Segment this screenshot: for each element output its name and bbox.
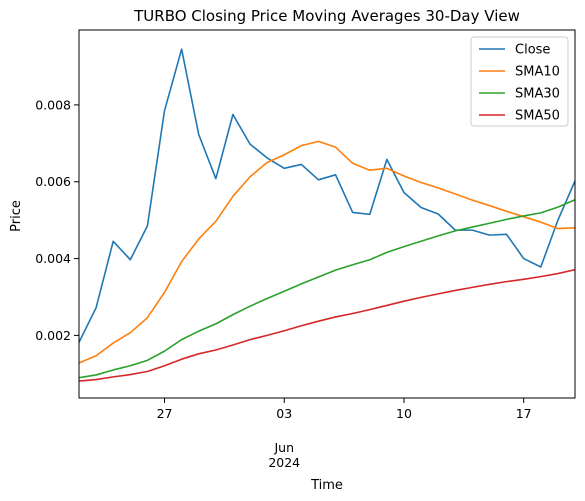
y-tick-label: 0.008 (35, 97, 71, 112)
x-axis-label: Time (310, 478, 343, 493)
series-line-sma30 (79, 198, 575, 379)
x-tick-label: 03 (276, 406, 292, 421)
y-tick-label: 0.002 (35, 328, 71, 343)
x-tick-label: 10 (396, 406, 412, 421)
series-line-close (79, 48, 575, 344)
x-axis: 27 03 Jun 2024 10 17 (157, 398, 532, 470)
y-tick-label: 0.006 (35, 174, 71, 189)
y-axis-label: Price (9, 200, 24, 232)
plot-frame (78, 29, 576, 399)
x-tick-label: 17 (516, 406, 532, 421)
legend-label: Close (515, 43, 550, 58)
legend-box (470, 36, 569, 127)
x-tick-sublabel: Jun 2024 (268, 440, 300, 470)
x-tick-label: 27 (157, 406, 173, 421)
series-line-sma50 (79, 268, 575, 382)
series-line-sma10 (79, 140, 575, 364)
series-lines (79, 48, 575, 382)
legend-label: SMA30 (515, 87, 560, 102)
legend-label: SMA50 (515, 109, 560, 124)
legend-label: SMA10 (515, 65, 560, 80)
y-axis: 0.002 0.004 0.006 0.008 (35, 97, 79, 343)
y-tick-label: 0.004 (35, 251, 71, 266)
legend: Close SMA10 SMA30 SMA50 (470, 36, 569, 127)
chart-title: TURBO Closing Price Moving Averages 30-D… (133, 7, 520, 25)
